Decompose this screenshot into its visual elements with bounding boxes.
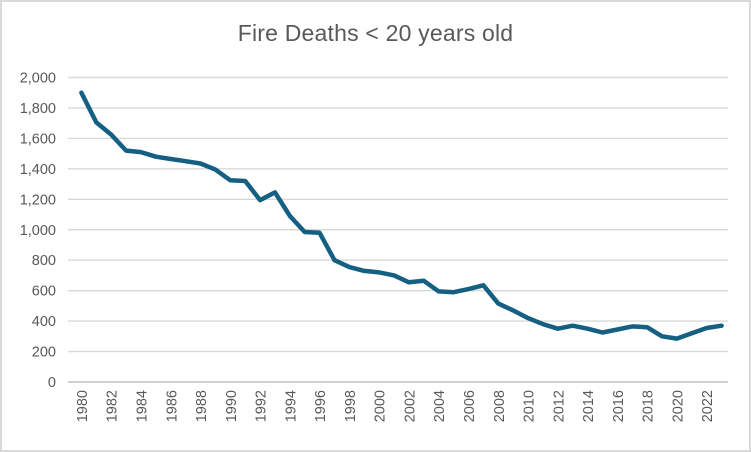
y-axis-tick-label: 600 [32, 284, 56, 300]
x-axis-tick-label: 2002 [402, 390, 418, 422]
y-axis-tick-label: 1,600 [20, 131, 56, 147]
x-axis-tick-label: 1982 [105, 390, 121, 422]
x-axis-tick-label: 2012 [551, 390, 567, 422]
x-axis-tick-label: 2000 [373, 390, 389, 422]
x-axis-tick-label: 1988 [194, 390, 210, 422]
y-axis-tick-label: 2,000 [20, 71, 56, 87]
y-axis-tick-label: 400 [32, 314, 56, 330]
x-axis-tick-label: 2016 [611, 390, 627, 422]
y-axis-tick-label: 1,200 [20, 192, 56, 208]
x-axis-tick-label: 1980 [75, 390, 91, 422]
x-axis-tick-label: 1990 [224, 390, 240, 422]
y-axis-tick-label: 1,000 [20, 223, 56, 239]
y-axis-tick-label: 800 [32, 253, 56, 269]
y-axis-tick-label: 1,400 [20, 162, 56, 178]
x-axis-tick-label: 1994 [283, 390, 299, 422]
x-axis-tick-label: 2004 [432, 390, 448, 422]
x-axis-tick-label: 2014 [581, 390, 597, 422]
x-axis-tick-label: 1986 [164, 390, 180, 422]
x-axis-tick-label: 2006 [462, 390, 478, 422]
y-axis-tick-label: 1,800 [20, 101, 56, 117]
x-axis-tick-label: 1984 [134, 390, 150, 422]
x-axis-tick-label: 2008 [492, 390, 508, 422]
y-axis-tick-label: 0 [48, 375, 56, 391]
x-axis-tick-label: 2020 [670, 390, 686, 422]
data-series-line [79, 90, 724, 341]
x-axis-tick-label: 2018 [641, 390, 657, 422]
chart-title: Fire Deaths < 20 years old [237, 20, 514, 46]
x-axis-tick-label: 1996 [313, 390, 329, 422]
x-axis-tick-label: 1998 [343, 390, 359, 422]
x-axis-tick-label: 2010 [522, 390, 538, 422]
y-axis-tick-label: 200 [32, 345, 56, 361]
x-axis-tick-label: 2022 [700, 390, 716, 422]
x-axis-tick-label: 1992 [254, 390, 270, 422]
